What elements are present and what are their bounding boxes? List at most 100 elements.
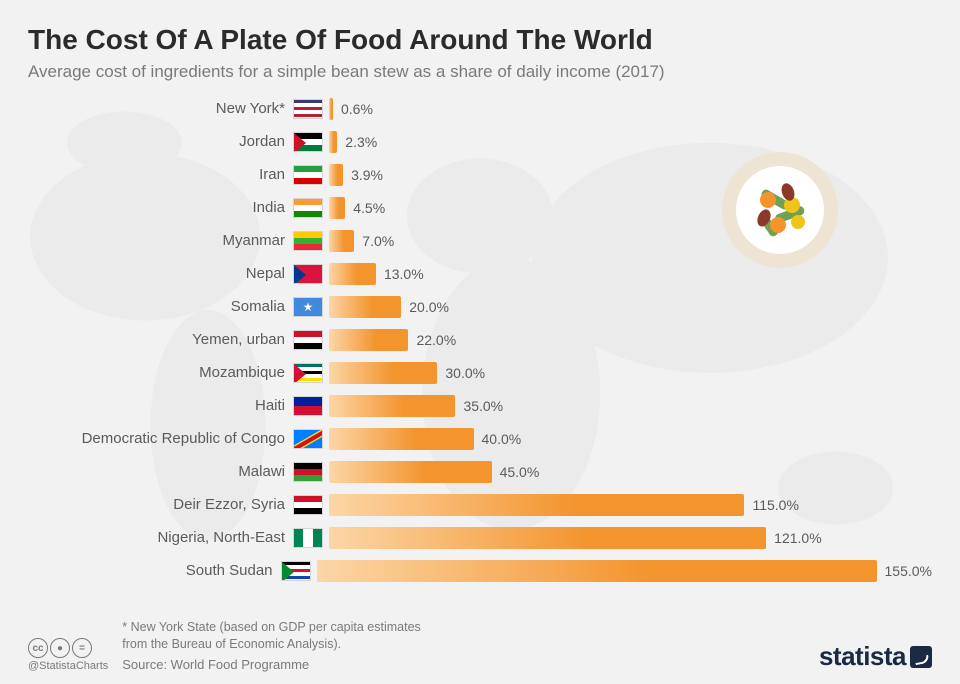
statista-mark-icon <box>910 646 932 668</box>
bar-value: 121.0% <box>774 530 821 546</box>
bar <box>329 494 744 516</box>
bar-value: 13.0% <box>384 266 424 282</box>
flag-icon <box>293 165 323 185</box>
flag-icon <box>293 132 323 152</box>
source-text: Source: World Food Programme <box>122 657 421 672</box>
flag-icon <box>293 264 323 284</box>
bar-row: Malawi 45.0% <box>28 455 932 488</box>
food-plate-icon <box>720 150 840 270</box>
flag-icon <box>293 495 323 515</box>
bar-track: 45.0% <box>329 455 932 488</box>
bar-value: 7.0% <box>362 233 394 249</box>
bar-value: 22.0% <box>416 332 456 348</box>
bar-label: Mozambique <box>28 364 293 381</box>
bar-track: 13.0% <box>329 257 932 290</box>
bar-track: 7.0% <box>329 224 932 257</box>
bar-value: 155.0% <box>885 563 932 579</box>
bar-track: 22.0% <box>329 323 932 356</box>
bar-label: Democratic Republic of Congo <box>28 430 293 447</box>
bar <box>329 296 401 318</box>
bar <box>329 527 766 549</box>
bar-label: Malawi <box>28 463 293 480</box>
bar <box>329 428 474 450</box>
bar <box>329 230 354 252</box>
cc-nd-icon: = <box>72 638 92 658</box>
bar-value: 45.0% <box>500 464 540 480</box>
bar-value: 3.9% <box>351 167 383 183</box>
bar-value: 20.0% <box>409 299 449 315</box>
bar-label: New York* <box>28 100 293 117</box>
flag-icon <box>293 198 323 218</box>
flag-icon <box>293 231 323 251</box>
bar-track: 4.5% <box>329 191 932 224</box>
chart-footer: cc ● = @StatistaCharts * New York State … <box>28 619 932 672</box>
bar-label: Deir Ezzor, Syria <box>28 496 293 513</box>
bar-track: 30.0% <box>329 356 932 389</box>
flag-icon <box>293 363 323 383</box>
bar-track: 40.0% <box>329 422 932 455</box>
bar-track: 20.0% <box>329 290 932 323</box>
bar-row: Nigeria, North-East 121.0% <box>28 521 932 554</box>
bar <box>329 197 345 219</box>
cc-icon: cc <box>28 638 48 658</box>
bar <box>329 329 408 351</box>
flag-icon: ★ <box>293 297 323 317</box>
bar <box>317 560 877 582</box>
footnote-line2: from the Bureau of Economic Analysis). <box>122 637 341 651</box>
flag-icon <box>293 396 323 416</box>
attribution-handle: @StatistaCharts <box>28 660 108 672</box>
bar-track: 35.0% <box>329 389 932 422</box>
bar <box>329 164 343 186</box>
bar-value: 40.0% <box>482 431 522 447</box>
bar-label: Haiti <box>28 397 293 414</box>
bar-row: Deir Ezzor, Syria 115.0% <box>28 488 932 521</box>
flag-icon <box>293 429 323 449</box>
bar-label: Yemen, urban <box>28 331 293 348</box>
bar-label: Jordan <box>28 133 293 150</box>
chart-subtitle: Average cost of ingredients for a simple… <box>28 62 932 82</box>
bar-value: 4.5% <box>353 200 385 216</box>
bar-track: 155.0% <box>317 554 932 587</box>
bar-row: Haiti 35.0% <box>28 389 932 422</box>
license-block: cc ● = @StatistaCharts <box>28 638 108 672</box>
bar <box>329 98 333 120</box>
bar-label: Nigeria, North-East <box>28 529 293 546</box>
bar-value: 2.3% <box>345 134 377 150</box>
flag-icon <box>281 561 311 581</box>
bar-value: 30.0% <box>445 365 485 381</box>
flag-icon <box>293 528 323 548</box>
bar-track: 121.0% <box>329 521 932 554</box>
bar-label: Myanmar <box>28 232 293 249</box>
bar <box>329 395 455 417</box>
statista-logo: statista <box>819 641 932 672</box>
flag-icon <box>293 462 323 482</box>
bar-label: Iran <box>28 166 293 183</box>
bar-label: India <box>28 199 293 216</box>
flag-icon <box>293 330 323 350</box>
bar <box>329 362 437 384</box>
bar-value: 115.0% <box>752 497 798 513</box>
bar-value: 35.0% <box>463 398 503 414</box>
bar-row: Mozambique 30.0% <box>28 356 932 389</box>
bar-row: Somalia★ 20.0% <box>28 290 932 323</box>
bar-label: South Sudan <box>28 562 281 579</box>
bar-value: 0.6% <box>341 101 373 117</box>
bar-track: 0.6% <box>329 92 932 125</box>
bar <box>329 263 376 285</box>
bar <box>329 461 492 483</box>
brand-text: statista <box>819 641 906 672</box>
bar-row: Yemen, urban 22.0% <box>28 323 932 356</box>
footnote: * New York State (based on GDP per capit… <box>122 619 421 653</box>
bar-label: Somalia <box>28 298 293 315</box>
bar-row: South Sudan 155.0% <box>28 554 932 587</box>
chart-title: The Cost Of A Plate Of Food Around The W… <box>28 24 932 56</box>
bar-label: Nepal <box>28 265 293 282</box>
bar-row: Democratic Republic of Congo 40.0% <box>28 422 932 455</box>
footnote-line1: * New York State (based on GDP per capit… <box>122 620 421 634</box>
bar-track: 3.9% <box>329 158 932 191</box>
flag-icon <box>293 99 323 119</box>
bar-row: New York* 0.6% <box>28 92 932 125</box>
cc-icons: cc ● = <box>28 638 108 658</box>
bar <box>329 131 337 153</box>
bar-track: 2.3% <box>329 125 932 158</box>
